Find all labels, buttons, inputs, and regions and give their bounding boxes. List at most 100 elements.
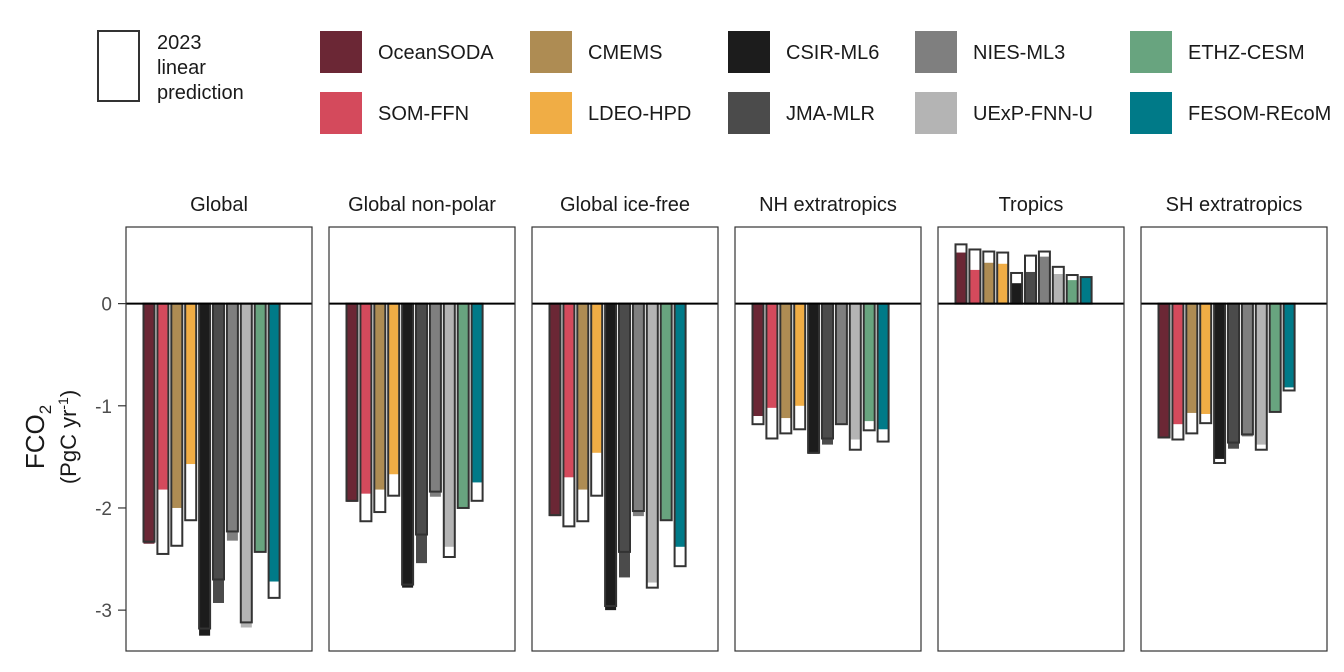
bar-2023 — [1080, 277, 1092, 304]
y-axis-title-unit-sup: -1 — [55, 397, 71, 410]
y-axis: 0 -1 -2 -3 — [95, 295, 126, 622]
bar-2023 — [226, 303, 238, 541]
bar-2023 — [360, 303, 372, 494]
panel-title: SH extratropics — [1166, 194, 1303, 216]
bar-2023 — [143, 303, 155, 544]
legend-swatch — [915, 92, 957, 134]
bar-2023 — [591, 303, 603, 453]
bar-2023 — [1255, 303, 1267, 445]
legend-swatch — [320, 31, 362, 73]
legend-label: UExP-FNN-U — [973, 103, 1093, 125]
y-tick-label: -3 — [95, 601, 112, 622]
bar-2023 — [254, 303, 266, 552]
legend-swatch — [915, 31, 957, 73]
legend-label: FESOM-REcoM — [1188, 103, 1331, 125]
panel: Global non-polar — [328, 194, 516, 652]
bar-2023 — [752, 303, 764, 417]
bar-2023 — [1186, 303, 1198, 413]
svg-text:(PgC yr-1): (PgC yr-1) — [55, 390, 81, 484]
panel-title: Global — [190, 194, 248, 216]
bar-2023 — [1011, 283, 1023, 304]
bar-2023 — [429, 303, 441, 497]
bar-2023 — [660, 303, 672, 521]
bar-2023 — [1269, 303, 1281, 412]
svg-text:FCO2: FCO2 — [20, 405, 55, 469]
bar-2023 — [346, 303, 358, 502]
bar-2023 — [1038, 256, 1050, 304]
bar-2023 — [577, 303, 589, 490]
y-axis-title-main: FCO — [20, 414, 50, 469]
legend-swatch — [530, 92, 572, 134]
bar-2023 — [199, 303, 211, 636]
bar-2023 — [983, 262, 995, 304]
legend-label: LDEO-HPD — [588, 103, 691, 125]
bar-2023 — [268, 303, 280, 582]
bar-2023 — [997, 263, 1009, 304]
legend-label: SOM-FFN — [378, 103, 469, 125]
panel-frame — [328, 226, 516, 652]
bar-2023 — [835, 303, 847, 425]
y-axis-title-unit-pre: (PgC yr — [56, 410, 81, 485]
bar-2023 — [388, 303, 400, 475]
bar-2023 — [1228, 303, 1239, 449]
bar-2023 — [605, 303, 617, 611]
panel-title: Tropics — [999, 194, 1064, 216]
legend-swatch — [530, 31, 572, 73]
panel: NH extratropics — [734, 194, 922, 652]
bar-2023 — [1283, 303, 1295, 388]
y-axis-title-sub: 2 — [36, 405, 55, 414]
bar-2023 — [766, 303, 778, 408]
bar-2023 — [185, 303, 197, 465]
legend-label: JMA-MLR — [786, 103, 875, 125]
y-axis-title: FCO2 (PgC yr-1) — [20, 390, 81, 484]
legend-prediction-label-line3: prediction — [157, 82, 244, 104]
bar-2023 — [1158, 303, 1170, 439]
panel-title: Global non-polar — [348, 194, 496, 216]
bar-2023 — [849, 303, 861, 440]
legend-prediction-label-line2: linear — [157, 57, 206, 79]
panels: Global Global non-polar Global ice-free NH … — [125, 194, 1328, 652]
legend-swatch — [1130, 31, 1172, 73]
bar-2023 — [955, 252, 967, 304]
legend: 2023 linear prediction OceanSODA SOM-FFN C… — [97, 30, 1331, 134]
bar-2023 — [1025, 271, 1036, 304]
panel-frame — [1140, 226, 1328, 652]
legend-swatch — [728, 92, 770, 134]
legend-label: CSIR-ML6 — [786, 42, 879, 64]
legend-label: OceanSODA — [378, 42, 494, 64]
bar-2023 — [1066, 280, 1078, 304]
legend-swatch — [1130, 92, 1172, 134]
bar-2023 — [549, 303, 561, 517]
panel: Global — [125, 194, 313, 652]
bar-2023 — [808, 303, 820, 454]
panel-frame — [125, 226, 313, 652]
panel: Global ice-free — [531, 194, 719, 652]
bar-2023 — [632, 303, 644, 517]
bar-2023 — [1200, 303, 1212, 414]
bar-2023 — [443, 303, 455, 547]
bar-2023 — [402, 303, 414, 588]
bar-2023 — [1052, 273, 1064, 304]
bar-2023 — [213, 303, 224, 603]
bar-2023 — [646, 303, 658, 583]
bar-2023 — [171, 303, 183, 508]
bar-2023 — [457, 303, 469, 508]
bar-2023 — [780, 303, 792, 419]
bar-2023 — [619, 303, 630, 578]
panel-frame — [531, 226, 719, 652]
bar-2023 — [1172, 303, 1184, 425]
bar-2023 — [416, 303, 427, 564]
bar-2023 — [877, 303, 889, 430]
panel: SH extratropics — [1140, 194, 1328, 652]
bar-2023 — [1214, 303, 1226, 459]
bar-2023 — [563, 303, 575, 478]
legend-swatch — [728, 31, 770, 73]
legend-label: ETHZ-CESM — [1188, 42, 1305, 64]
panel-frame — [937, 226, 1125, 652]
bar-2023 — [240, 303, 252, 628]
legend-prediction-key — [97, 30, 140, 102]
bar-2023 — [471, 303, 483, 483]
panel-frame — [734, 226, 922, 652]
bar-2023 — [822, 303, 833, 445]
